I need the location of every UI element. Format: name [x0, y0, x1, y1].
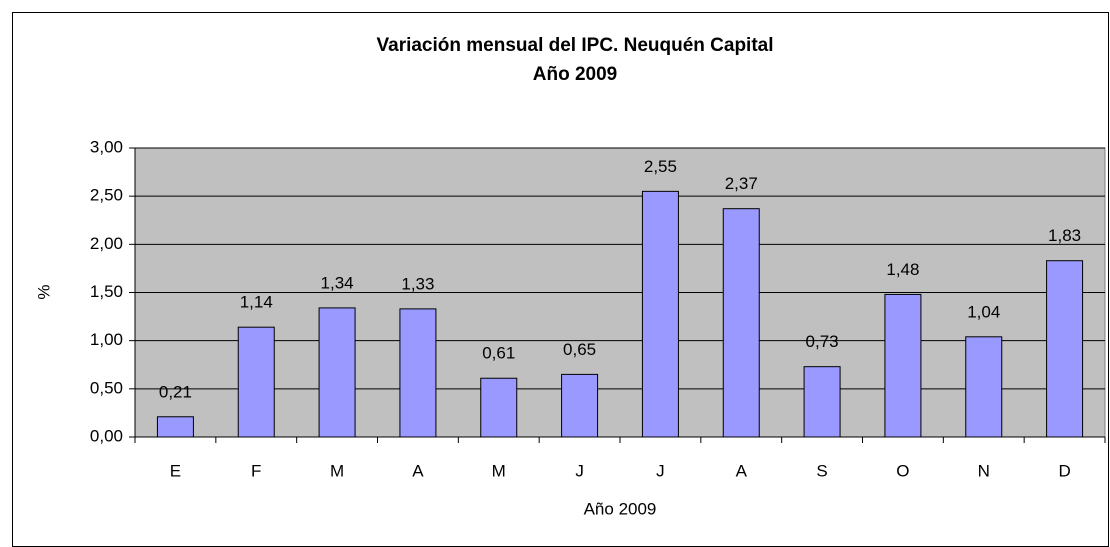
bar [237, 326, 275, 438]
y-tick-label: 0,50 [90, 378, 123, 397]
data-label: 2,37 [725, 174, 758, 193]
data-label: 1,04 [967, 302, 1000, 321]
y-tick-label: 0,00 [90, 426, 123, 445]
y-tick-label: 1,00 [90, 330, 123, 349]
bar [399, 308, 437, 438]
x-tick-label: J [575, 461, 584, 480]
chart-subtitle: Año 2009 [533, 64, 617, 85]
data-label: 0,21 [159, 382, 192, 401]
x-tick-label: A [412, 461, 424, 480]
x-axis-label: Año 2009 [584, 499, 657, 518]
y-tick-label: 2,50 [90, 186, 123, 205]
bar [480, 377, 518, 438]
x-tick-label: N [978, 461, 990, 480]
y-tick-label: 2,00 [90, 234, 123, 253]
y-tick-label: 1,50 [90, 282, 123, 301]
bar [156, 416, 194, 438]
x-tick-label: F [251, 461, 261, 480]
x-tick-label: A [736, 461, 748, 480]
x-tick-label: D [1058, 461, 1070, 480]
x-tick-label: S [816, 461, 827, 480]
data-label: 1,34 [321, 273, 354, 292]
x-tick-label: M [330, 461, 344, 480]
x-tick-label: M [492, 461, 506, 480]
bar [884, 293, 922, 438]
data-label: 1,33 [401, 274, 434, 293]
data-label: 2,55 [644, 157, 677, 176]
x-tick-label: E [170, 461, 181, 480]
data-label: 1,14 [240, 293, 273, 312]
x-tick-label: O [896, 461, 909, 480]
bar [318, 307, 356, 438]
y-tick-label: 3,00 [90, 137, 123, 156]
chart-title: Variación mensual del IPC. Neuquén Capit… [377, 35, 774, 56]
bar [1046, 260, 1084, 438]
y-axis-label: % [34, 284, 53, 299]
data-label: 0,73 [806, 332, 839, 351]
bar [965, 336, 1003, 438]
data-label: 0,61 [482, 344, 515, 363]
data-label: 1,48 [886, 260, 919, 279]
data-label: 1,83 [1048, 226, 1081, 245]
bar [561, 373, 599, 438]
bar [722, 208, 760, 438]
data-label: 0,65 [563, 340, 596, 359]
bar [803, 366, 841, 438]
x-tick-label: J [656, 461, 665, 480]
bar [641, 190, 679, 438]
